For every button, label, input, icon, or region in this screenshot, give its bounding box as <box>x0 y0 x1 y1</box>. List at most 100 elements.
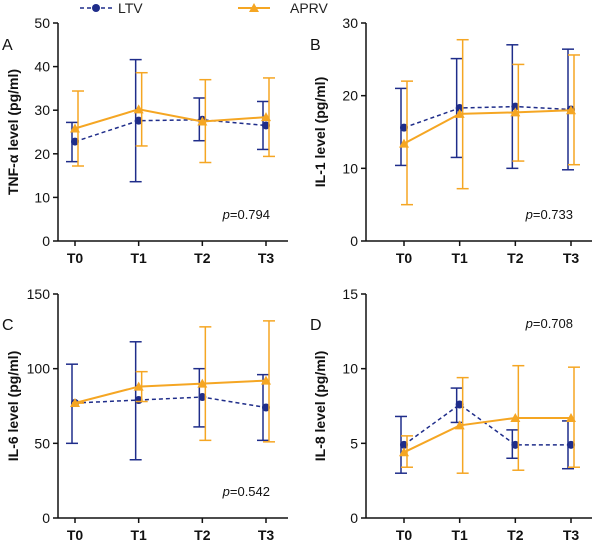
point-ltv <box>511 440 520 449</box>
point-aprv <box>133 104 144 114</box>
y-axis-title-a: TNF-α level (pg/ml) <box>5 69 21 195</box>
series-line-aprv <box>403 109 572 145</box>
y-tick-label-a: 10 <box>34 189 50 205</box>
legend-ltv: LTV <box>80 0 143 16</box>
y-tick-label-c: 100 <box>27 361 51 377</box>
panel-b: B IL-1 level (pg/ml) 0 10 20 30 T0 T1 T2 T3 p=0.73… <box>310 15 592 266</box>
y-tick-label-c: 150 <box>27 286 51 302</box>
panel-letter-a: A <box>2 37 13 54</box>
point-aprv <box>197 378 208 388</box>
panel-letter-b: B <box>310 37 321 54</box>
y-tick-label-a: 50 <box>34 15 50 31</box>
p-value-a: p=0.794 <box>222 207 270 222</box>
point-aprv <box>510 412 521 422</box>
x-tick-label-c: T3 <box>258 527 275 543</box>
y-tick-label-d: 5 <box>350 435 358 451</box>
y-tick-label-b: 10 <box>342 160 358 176</box>
x-tick-label-a: T1 <box>130 250 147 266</box>
series-ltv-d <box>395 387 575 474</box>
x-tick-label-d: T2 <box>507 527 524 543</box>
point-aprv <box>133 381 144 391</box>
series-line-aprv <box>403 416 571 454</box>
point-aprv <box>197 116 208 126</box>
panel-a: A TNF-α level (pg/ml) 0 10 20 30 40 50 T0 T1 T2 T3 p… <box>2 15 288 266</box>
point-ltv <box>567 440 575 449</box>
point-aprv <box>399 447 409 457</box>
p-value-c: p=0.542 <box>222 484 270 499</box>
series-aprv-b <box>399 38 580 206</box>
panel-letter-d: D <box>310 317 322 334</box>
series-aprv-c <box>70 320 275 443</box>
series-aprv-d <box>399 364 580 474</box>
legend: LTV APRV <box>80 0 329 16</box>
point-ltv <box>262 121 270 130</box>
y-axis-title-d: IL-8 level (pg/ml) <box>312 351 328 461</box>
series-ltv-a <box>66 58 270 183</box>
x-tick-label-d: T3 <box>563 527 580 543</box>
y-tick-label-d: 15 <box>342 286 358 302</box>
x-tick-label-c: T1 <box>130 527 147 543</box>
panel-letter-c: C <box>2 317 14 334</box>
legend-ltv-marker <box>92 4 100 12</box>
point-aprv <box>399 138 409 148</box>
point-aprv <box>261 375 271 385</box>
x-tick-label-b: T2 <box>507 250 524 266</box>
y-tick-label-a: 40 <box>34 59 50 75</box>
x-tick-label-b: T3 <box>563 250 580 266</box>
point-ltv <box>400 440 408 449</box>
series-line-ltv <box>403 403 571 446</box>
point-aprv <box>454 420 465 430</box>
point-ltv <box>134 116 143 125</box>
y-tick-label-c: 50 <box>34 435 50 451</box>
series-line-aprv <box>74 379 267 404</box>
x-tick-label-a: T3 <box>258 250 275 266</box>
legend-aprv-marker <box>249 3 259 12</box>
panel-c: C IL-6 level (pg/ml) 0 50 100 150 T0 T1 T2 T3 p=0.… <box>2 286 288 543</box>
x-tick-label-b: T1 <box>451 250 468 266</box>
point-aprv <box>454 108 465 118</box>
point-aprv <box>566 105 576 115</box>
p-value-d: p=0.708 <box>525 316 573 331</box>
point-aprv <box>510 107 521 117</box>
point-ltv <box>400 123 408 132</box>
x-tick-label-a: T2 <box>194 250 211 266</box>
x-tick-label-a: T0 <box>67 250 84 266</box>
point-ltv <box>455 104 464 113</box>
point-aprv <box>261 112 271 122</box>
y-tick-label-b: 20 <box>342 88 358 104</box>
y-axis-title-b: IL-1 level (pg/ml) <box>312 77 328 187</box>
series-ltv-b <box>395 44 575 171</box>
point-aprv <box>566 412 576 422</box>
y-tick-label-d: 10 <box>342 361 358 377</box>
series-line-ltv <box>403 105 572 129</box>
y-axis-title-c: IL-6 level (pg/ml) <box>5 351 21 461</box>
x-tick-label-d: T0 <box>396 527 413 543</box>
y-tick-label-a: 30 <box>34 102 50 118</box>
y-tick-label-a: 20 <box>34 146 50 162</box>
legend-ltv-label: LTV <box>118 0 143 16</box>
point-ltv <box>455 400 464 409</box>
point-ltv <box>511 102 520 111</box>
legend-aprv-label: APRV <box>290 0 329 16</box>
point-aprv <box>70 398 80 408</box>
x-tick-label-b: T0 <box>396 250 413 266</box>
series-ltv-c <box>66 341 270 461</box>
y-tick-label-b: 0 <box>350 233 358 249</box>
y-tick-label-d: 0 <box>350 510 358 526</box>
point-ltv <box>198 393 207 402</box>
point-ltv <box>262 403 270 412</box>
x-tick-label-c: T2 <box>194 527 211 543</box>
x-tick-label-c: T0 <box>67 527 84 543</box>
panel-d: D IL-8 level (pg/ml) 0 5 10 15 T0 T1 T2 T3 p=0.708 <box>310 286 592 543</box>
series-line-aprv <box>74 108 267 130</box>
series-line-ltv <box>74 119 267 143</box>
y-tick-label-c: 0 <box>42 510 50 526</box>
x-tick-label-d: T1 <box>451 527 468 543</box>
series-aprv-a <box>70 71 275 167</box>
series-line-ltv <box>74 396 267 409</box>
y-tick-label-b: 30 <box>342 15 358 31</box>
p-value-b: p=0.733 <box>525 207 573 222</box>
point-aprv <box>70 123 80 133</box>
